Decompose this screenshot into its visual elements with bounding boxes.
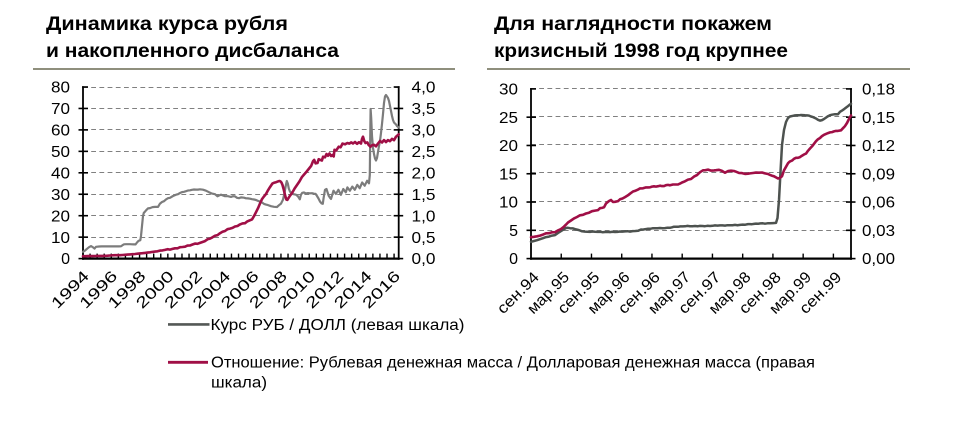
svg-text:20: 20 [499, 138, 518, 155]
svg-text:и накопленного дисбаланса: и накопленного дисбаланса [46, 41, 339, 62]
svg-text:50: 50 [51, 144, 70, 161]
svg-text:1,0: 1,0 [412, 208, 436, 225]
svg-text:0,06: 0,06 [862, 195, 895, 212]
svg-text:4,0: 4,0 [412, 80, 436, 97]
svg-text:0,15: 0,15 [862, 110, 895, 127]
svg-text:Динамика курса рубля: Динамика курса рубля [46, 14, 288, 35]
svg-text:10: 10 [499, 195, 518, 212]
svg-text:Отношение: Рублевая денежная м: Отношение: Рублевая денежная масса / Дол… [211, 355, 815, 372]
svg-text:0,18: 0,18 [862, 82, 895, 99]
svg-text:30: 30 [499, 82, 518, 99]
svg-text:Для наглядности покажем: Для наглядности покажем [494, 14, 772, 35]
svg-text:0,09: 0,09 [862, 166, 895, 183]
svg-text:5: 5 [509, 223, 518, 240]
svg-text:3,0: 3,0 [412, 123, 436, 140]
svg-text:15: 15 [499, 166, 518, 183]
svg-text:25: 25 [499, 110, 518, 127]
svg-text:0,5: 0,5 [412, 230, 436, 247]
svg-text:2,0: 2,0 [412, 165, 436, 182]
svg-text:3,5: 3,5 [412, 101, 436, 118]
svg-text:0,12: 0,12 [862, 138, 895, 155]
svg-text:80: 80 [51, 80, 70, 97]
svg-text:30: 30 [51, 187, 70, 204]
svg-text:40: 40 [51, 165, 70, 182]
svg-text:кризисный 1998 год крупнее: кризисный 1998 год крупнее [494, 41, 788, 62]
svg-text:20: 20 [51, 208, 70, 225]
svg-text:2,5: 2,5 [412, 144, 436, 161]
svg-text:1,5: 1,5 [412, 187, 436, 204]
svg-text:Курс РУБ / ДОЛЛ (левая шкала): Курс РУБ / ДОЛЛ (левая шкала) [211, 317, 465, 334]
svg-text:0,0: 0,0 [412, 251, 436, 268]
svg-text:10: 10 [51, 230, 70, 247]
svg-text:0: 0 [61, 251, 70, 268]
svg-text:0: 0 [509, 251, 518, 268]
svg-text:70: 70 [51, 101, 70, 118]
svg-text:60: 60 [51, 123, 70, 140]
svg-text:0,03: 0,03 [862, 223, 895, 240]
svg-text:шкала): шкала) [211, 375, 267, 392]
svg-text:0,00: 0,00 [862, 251, 895, 268]
